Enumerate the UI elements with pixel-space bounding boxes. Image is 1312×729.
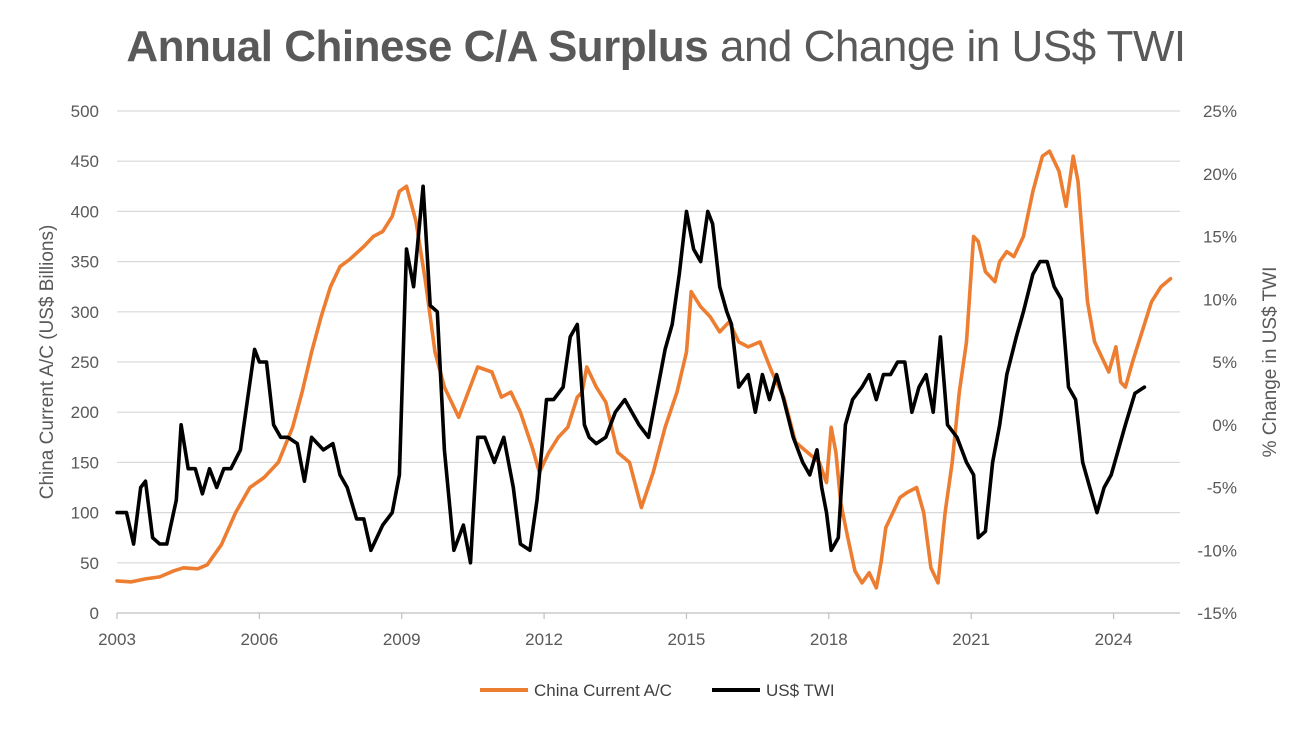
y-left-tick-label: 250 xyxy=(71,353,99,372)
y-left-tick-label: 400 xyxy=(71,202,99,221)
y-left-axis-label: China Current A/C (US$ Billions) xyxy=(37,225,58,500)
x-tick-label: 2006 xyxy=(240,630,278,649)
y-right-tick-label: 10% xyxy=(1203,290,1237,309)
y-right-tick-label: 5% xyxy=(1212,353,1237,372)
y-right-tick-label: -10% xyxy=(1197,541,1237,560)
x-tick-label: 2012 xyxy=(525,630,563,649)
y-right-tick-label: 15% xyxy=(1203,228,1237,247)
chart-title: Annual Chinese C/A Surplus and Change in… xyxy=(0,22,1312,72)
x-tick-label: 2003 xyxy=(98,630,136,649)
y-left-tick-label: 100 xyxy=(71,504,99,523)
y-left-tick-label: 350 xyxy=(71,253,99,272)
x-tick-label: 2021 xyxy=(952,630,990,649)
y-left-tick-label: 200 xyxy=(71,403,99,422)
gridlines xyxy=(117,110,1180,564)
x-tick-label: 2018 xyxy=(810,630,848,649)
series-line-us-twi xyxy=(115,184,1147,565)
y-right-axis-label: % Change in US$ TWI xyxy=(1260,267,1281,458)
y-right-tick-label: -15% xyxy=(1197,604,1237,623)
y-left-tick-label: 450 xyxy=(71,152,99,171)
chart-title-bold: Annual Chinese C/A Surplus xyxy=(126,22,709,71)
y-left-tick-label: 0 xyxy=(90,604,99,623)
y-right-tick-label: 25% xyxy=(1203,102,1237,121)
x-tick-label: 2009 xyxy=(383,630,421,649)
y-left-tick-label: 150 xyxy=(71,453,99,472)
series-line-china-current-a-c xyxy=(115,149,1173,590)
y-right-tick-label: 0% xyxy=(1212,416,1237,435)
y-right-tick-label: -5% xyxy=(1207,479,1237,498)
legend-label-china-current-ac: China Current A/C xyxy=(534,681,672,700)
legend: China Current A/C US$ TWI xyxy=(480,681,835,700)
chart-title-rest: and Change in US$ TWI xyxy=(708,22,1186,71)
y-left-axis-ticks: 0 50 100 150 200 250 300 350 400 450 500 xyxy=(71,102,99,623)
x-tick-label: 2024 xyxy=(1095,630,1133,649)
x-axis-ticks: 2003 2006 2009 2012 2015 2018 2021 2024 xyxy=(98,613,1132,649)
x-tick-label: 2015 xyxy=(668,630,706,649)
series-lines xyxy=(115,149,1173,590)
y-left-tick-label: 500 xyxy=(71,102,99,121)
y-left-tick-label: 300 xyxy=(71,303,99,322)
y-left-tick-label: 50 xyxy=(80,554,99,573)
y-right-axis-ticks: -15% -10% -5% 0% 5% 10% 15% 20% 25% xyxy=(1197,102,1237,623)
y-right-tick-label: 20% xyxy=(1203,165,1237,184)
legend-label-us-twi: US$ TWI xyxy=(766,681,835,700)
